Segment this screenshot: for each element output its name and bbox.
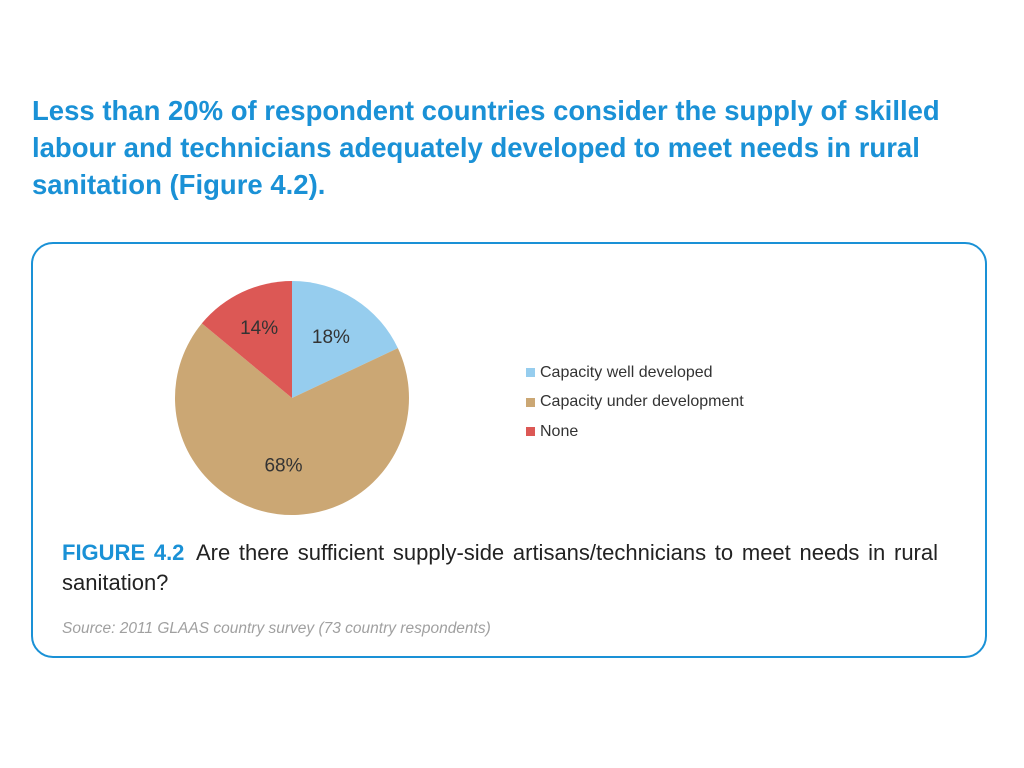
pie-slice-none bbox=[201, 281, 292, 398]
legend-item: Capacity well developed bbox=[526, 358, 744, 388]
figure-caption-text: Are there sufficient supply-side artisan… bbox=[62, 540, 939, 595]
pie-data-label: 14% bbox=[240, 318, 278, 339]
figure-caption: FIGURE 4.2 Are there sufficient supply-s… bbox=[62, 538, 938, 598]
legend-item: None bbox=[526, 417, 744, 447]
pie-slice-capacity-well-developed bbox=[292, 281, 398, 398]
legend: Capacity well developed Capacity under de… bbox=[526, 358, 744, 447]
pie-slice-capacity-under-development bbox=[174, 323, 409, 516]
legend-swatch bbox=[526, 397, 535, 407]
legend-item: Capacity under development bbox=[526, 388, 744, 418]
legend-label: Capacity under development bbox=[540, 393, 744, 411]
legend-swatch bbox=[526, 427, 535, 437]
headline: Less than 20% of respondent countries co… bbox=[32, 95, 940, 200]
figure-panel: 18% 68% 14% Capacity well developed Capacit… bbox=[31, 242, 987, 658]
pie-data-label: 68% bbox=[264, 455, 302, 476]
pie-slices bbox=[174, 281, 409, 516]
figure-label: FIGURE 4.2 bbox=[62, 540, 185, 565]
pie-data-label: 18% bbox=[312, 327, 350, 348]
pie-labels: 18% 68% 14% bbox=[240, 318, 350, 476]
legend-label: None bbox=[540, 422, 579, 440]
pie-chart: 18% 68% 14% bbox=[174, 281, 409, 516]
legend-label: Capacity well developed bbox=[540, 363, 713, 381]
figure-source: Source: 2011 GLAAS country survey (73 co… bbox=[62, 620, 491, 637]
legend-swatch bbox=[526, 368, 535, 378]
